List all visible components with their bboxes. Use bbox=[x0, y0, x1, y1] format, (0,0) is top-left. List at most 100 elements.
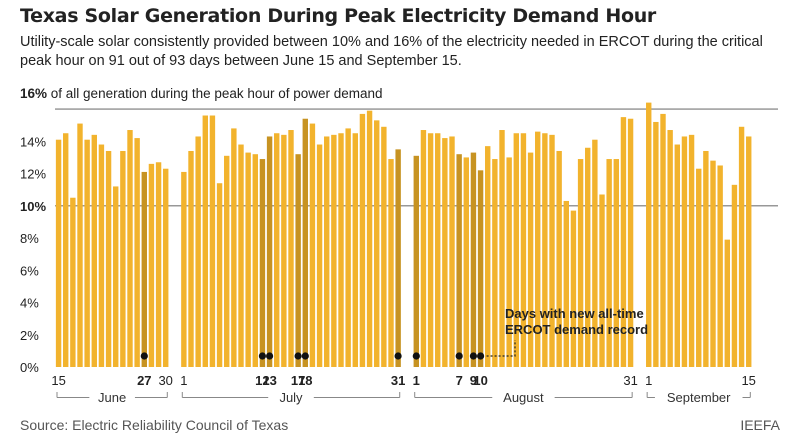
record-dot-july-13 bbox=[266, 352, 274, 360]
bar-july-9 bbox=[238, 144, 244, 367]
bar-august-29 bbox=[613, 159, 619, 367]
bar-july-1 bbox=[181, 171, 187, 367]
bar-july-21 bbox=[324, 136, 330, 367]
bar-june-17 bbox=[70, 197, 76, 367]
x-tick-label: 15 bbox=[51, 373, 65, 388]
bar-august-5 bbox=[442, 138, 448, 367]
bar-june-22 bbox=[105, 150, 112, 367]
bar-june-30 bbox=[163, 168, 169, 367]
bar-august-4 bbox=[435, 133, 441, 367]
bar-august-30 bbox=[620, 117, 627, 368]
x-tick-label: 1 bbox=[180, 373, 187, 388]
bar-august-7 bbox=[456, 154, 462, 367]
x-tick-label: 17 bbox=[291, 373, 305, 388]
bar-july-12 bbox=[259, 159, 266, 367]
bars bbox=[55, 102, 752, 368]
bar-august-27 bbox=[599, 194, 605, 367]
record-dot-august-10 bbox=[477, 352, 485, 360]
bar-september-15 bbox=[746, 136, 752, 367]
annotation-line: ERCOT demand record bbox=[505, 322, 648, 337]
bar-june-29 bbox=[155, 162, 162, 367]
bar-september-10 bbox=[710, 160, 716, 367]
source-note: Source: Electric Reliability Council of … bbox=[20, 417, 289, 433]
reference-line-text: of all generation during the peak hour o… bbox=[47, 86, 382, 101]
bar-july-6 bbox=[216, 183, 223, 367]
x-tick-label: 10 bbox=[473, 373, 487, 388]
record-dot-august-9 bbox=[469, 352, 477, 360]
bar-september-6 bbox=[681, 136, 688, 367]
bar-august-18 bbox=[535, 131, 541, 367]
bar-june-19 bbox=[84, 139, 90, 367]
chart-subtitle: Utility-scale solar consistently provide… bbox=[20, 34, 763, 69]
bar-july-8 bbox=[231, 128, 237, 367]
bar-july-25 bbox=[352, 133, 358, 367]
y-tick-label: 10% bbox=[20, 199, 46, 214]
bar-august-12 bbox=[492, 159, 498, 367]
bar-august-23 bbox=[570, 210, 577, 367]
bar-july-23 bbox=[338, 133, 344, 367]
y-tick-label: 14% bbox=[20, 134, 46, 149]
annotation-leader bbox=[486, 340, 516, 357]
bar-august-6 bbox=[449, 136, 455, 367]
bar-august-24 bbox=[577, 159, 584, 367]
bar-june-28 bbox=[148, 163, 155, 367]
bar-august-16 bbox=[520, 133, 527, 367]
bar-september-11 bbox=[717, 165, 723, 367]
bar-july-2 bbox=[188, 150, 194, 367]
x-tick-label: 31 bbox=[623, 373, 637, 388]
bar-september-12 bbox=[724, 239, 730, 367]
x-tick-label: 12 bbox=[255, 373, 269, 388]
x-tick-label: 27 bbox=[137, 373, 151, 388]
record-dot-july-18 bbox=[301, 352, 309, 360]
bar-july-10 bbox=[245, 152, 251, 367]
bar-july-18 bbox=[302, 118, 308, 367]
bar-june-15 bbox=[55, 139, 62, 367]
record-dot-august-7 bbox=[455, 352, 463, 360]
bar-july-11 bbox=[252, 154, 258, 367]
month-label-september: September bbox=[667, 390, 731, 405]
month-label-june: June bbox=[98, 390, 126, 405]
bar-july-19 bbox=[309, 123, 316, 367]
bar-july-20 bbox=[316, 144, 323, 367]
bar-august-9 bbox=[470, 152, 477, 367]
bar-august-8 bbox=[463, 157, 469, 367]
bar-july-22 bbox=[331, 134, 337, 367]
bar-august-26 bbox=[592, 139, 598, 367]
bar-september-9 bbox=[703, 150, 709, 367]
brand-label: IEEFA bbox=[740, 417, 780, 433]
bar-september-1 bbox=[646, 102, 652, 368]
x-tick-label: 30 bbox=[158, 373, 172, 388]
bar-august-28 bbox=[606, 159, 612, 367]
bar-june-18 bbox=[77, 123, 83, 367]
bar-july-28 bbox=[374, 120, 380, 367]
bar-september-8 bbox=[696, 168, 702, 367]
bar-june-23 bbox=[113, 186, 119, 367]
bar-july-3 bbox=[195, 136, 201, 367]
bar-september-13 bbox=[731, 184, 738, 367]
record-dot-july-31 bbox=[394, 352, 402, 360]
x-tick-label: 7 bbox=[456, 373, 463, 388]
x-tick-label: 31 bbox=[391, 373, 405, 388]
bar-august-11 bbox=[485, 146, 491, 367]
bar-august-14 bbox=[506, 157, 512, 367]
month-label-july: July bbox=[279, 390, 303, 405]
reference-line-value: 16% bbox=[20, 86, 47, 101]
bar-july-17 bbox=[295, 154, 301, 367]
reference-line-label: 16% of all generation during the peak ho… bbox=[20, 86, 383, 101]
bar-july-16 bbox=[288, 130, 294, 367]
bar-august-19 bbox=[542, 133, 548, 367]
y-axis: 0% 2% 4% 6% 8% 10% 12% 14% 16% of all generation… bbox=[20, 86, 383, 375]
y-tick-label: 8% bbox=[20, 231, 39, 246]
bar-september-2 bbox=[653, 121, 659, 368]
bar-june-26 bbox=[134, 138, 140, 367]
record-dot-august-1 bbox=[412, 352, 420, 360]
y-tick-label: 4% bbox=[20, 296, 39, 311]
y-tick-label: 12% bbox=[20, 167, 46, 182]
x-tick-label: 18 bbox=[298, 373, 312, 388]
bar-september-7 bbox=[688, 134, 695, 367]
bar-september-5 bbox=[674, 144, 680, 367]
bar-september-4 bbox=[667, 130, 673, 367]
bar-june-25 bbox=[127, 130, 133, 367]
record-dot-june-27 bbox=[140, 352, 148, 360]
